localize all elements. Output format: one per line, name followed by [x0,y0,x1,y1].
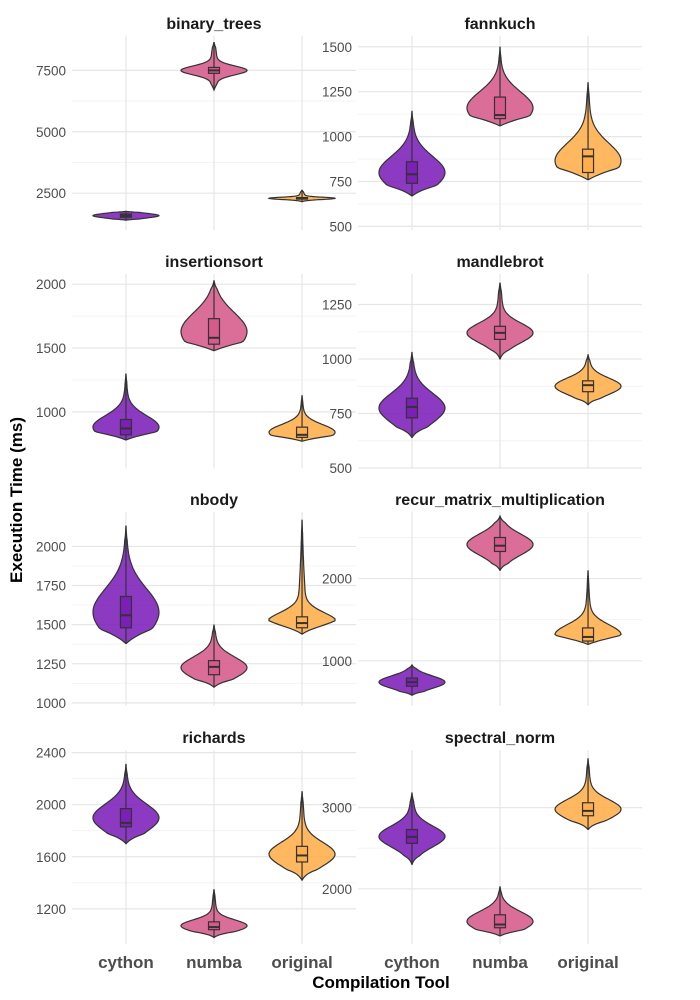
y-tick-label: 1000 [322,352,352,367]
y-tick-label: 1000 [36,696,66,711]
panel-title: mandlebrot [456,254,544,271]
y-tick-label: 1000 [36,405,66,420]
box-numba [207,318,221,345]
y-tick-label: 7500 [36,63,66,78]
x-tick-label: original [271,953,332,972]
x-tick-label: original [557,953,618,972]
box-cython [119,807,133,828]
x-axis-title: Compilation Tool [312,973,450,992]
panel-binary_trees: 2500 5000 7500 binary_trees [36,16,356,230]
y-tick-label: 1250 [322,298,352,313]
y-tick-label: 2500 [36,186,66,201]
y-tick-label: 2000 [322,572,352,587]
x-tick-label: numba [472,953,528,972]
box-original [295,845,309,863]
y-tick-label: 1600 [36,850,66,865]
y-tick-label: 1750 [36,579,66,594]
y-tick-label: 2000 [36,539,66,554]
box-original [295,426,309,438]
x-tick-label: numba [186,953,242,972]
y-tick-label: 1500 [36,618,66,633]
y-tick-label: 1200 [36,902,66,917]
y-tick-label: 1500 [36,341,66,356]
panel-mandlebrot: 500 750 1000 1250 mandlebrot [322,254,642,476]
panel-title: binary_trees [166,16,261,33]
y-tick-label: 500 [329,461,352,476]
panel-title: recur_matrix_multiplication [395,492,605,509]
y-tick-label: 750 [329,175,352,190]
box-numba [493,536,507,553]
panel-title: fannkuch [464,16,535,33]
panel-title: richards [182,730,245,747]
y-tick-label: 2000 [36,798,66,813]
y-tick-label: 5000 [36,125,66,140]
box-original [581,148,595,174]
panel-nbody: 1000 1250 1500 1750 2000 nbody [36,492,356,711]
box-original [581,627,595,642]
y-tick-label: 1250 [322,85,352,100]
x-tick-label: cython [98,953,154,972]
box-cython [405,161,419,184]
y-tick-label: 2400 [36,746,66,761]
box-original [581,380,595,393]
y-tick-label: 500 [329,219,352,234]
y-tick-label: 2000 [322,882,352,897]
x-tick-label: cython [384,953,440,972]
y-tick-label: 2000 [36,277,66,292]
y-tick-label: 750 [329,407,352,422]
panel-title: insertionsort [165,254,263,271]
box-original [581,802,595,817]
box-cython [119,595,133,629]
panel-insertionsort: 1000 1500 2000 insertionsort [36,254,356,468]
y-axis-title: Execution Time (ms) [7,417,26,583]
box-numba [493,914,507,929]
box-cython [119,418,133,436]
panel-fannkuch: 500 750 1000 1250 1500 fannkuch [322,16,642,234]
box-cython [405,397,419,419]
panel-recur_matrix_multiplication: 1000 2000 recur_matrix_multiplication [322,492,642,706]
y-tick-label: 1500 [322,40,352,55]
panel-title: nbody [190,492,238,509]
panel-richards: 1200 1600 2000 2400 richards cython numba origi… [36,730,356,972]
box-numba [207,921,221,931]
y-tick-label: 1250 [36,657,66,672]
y-tick-label: 1000 [322,654,352,669]
y-tick-label: 1000 [322,130,352,145]
y-tick-label: 3000 [322,801,352,816]
panel-title: spectral_norm [445,730,555,747]
box-numba [493,96,507,120]
